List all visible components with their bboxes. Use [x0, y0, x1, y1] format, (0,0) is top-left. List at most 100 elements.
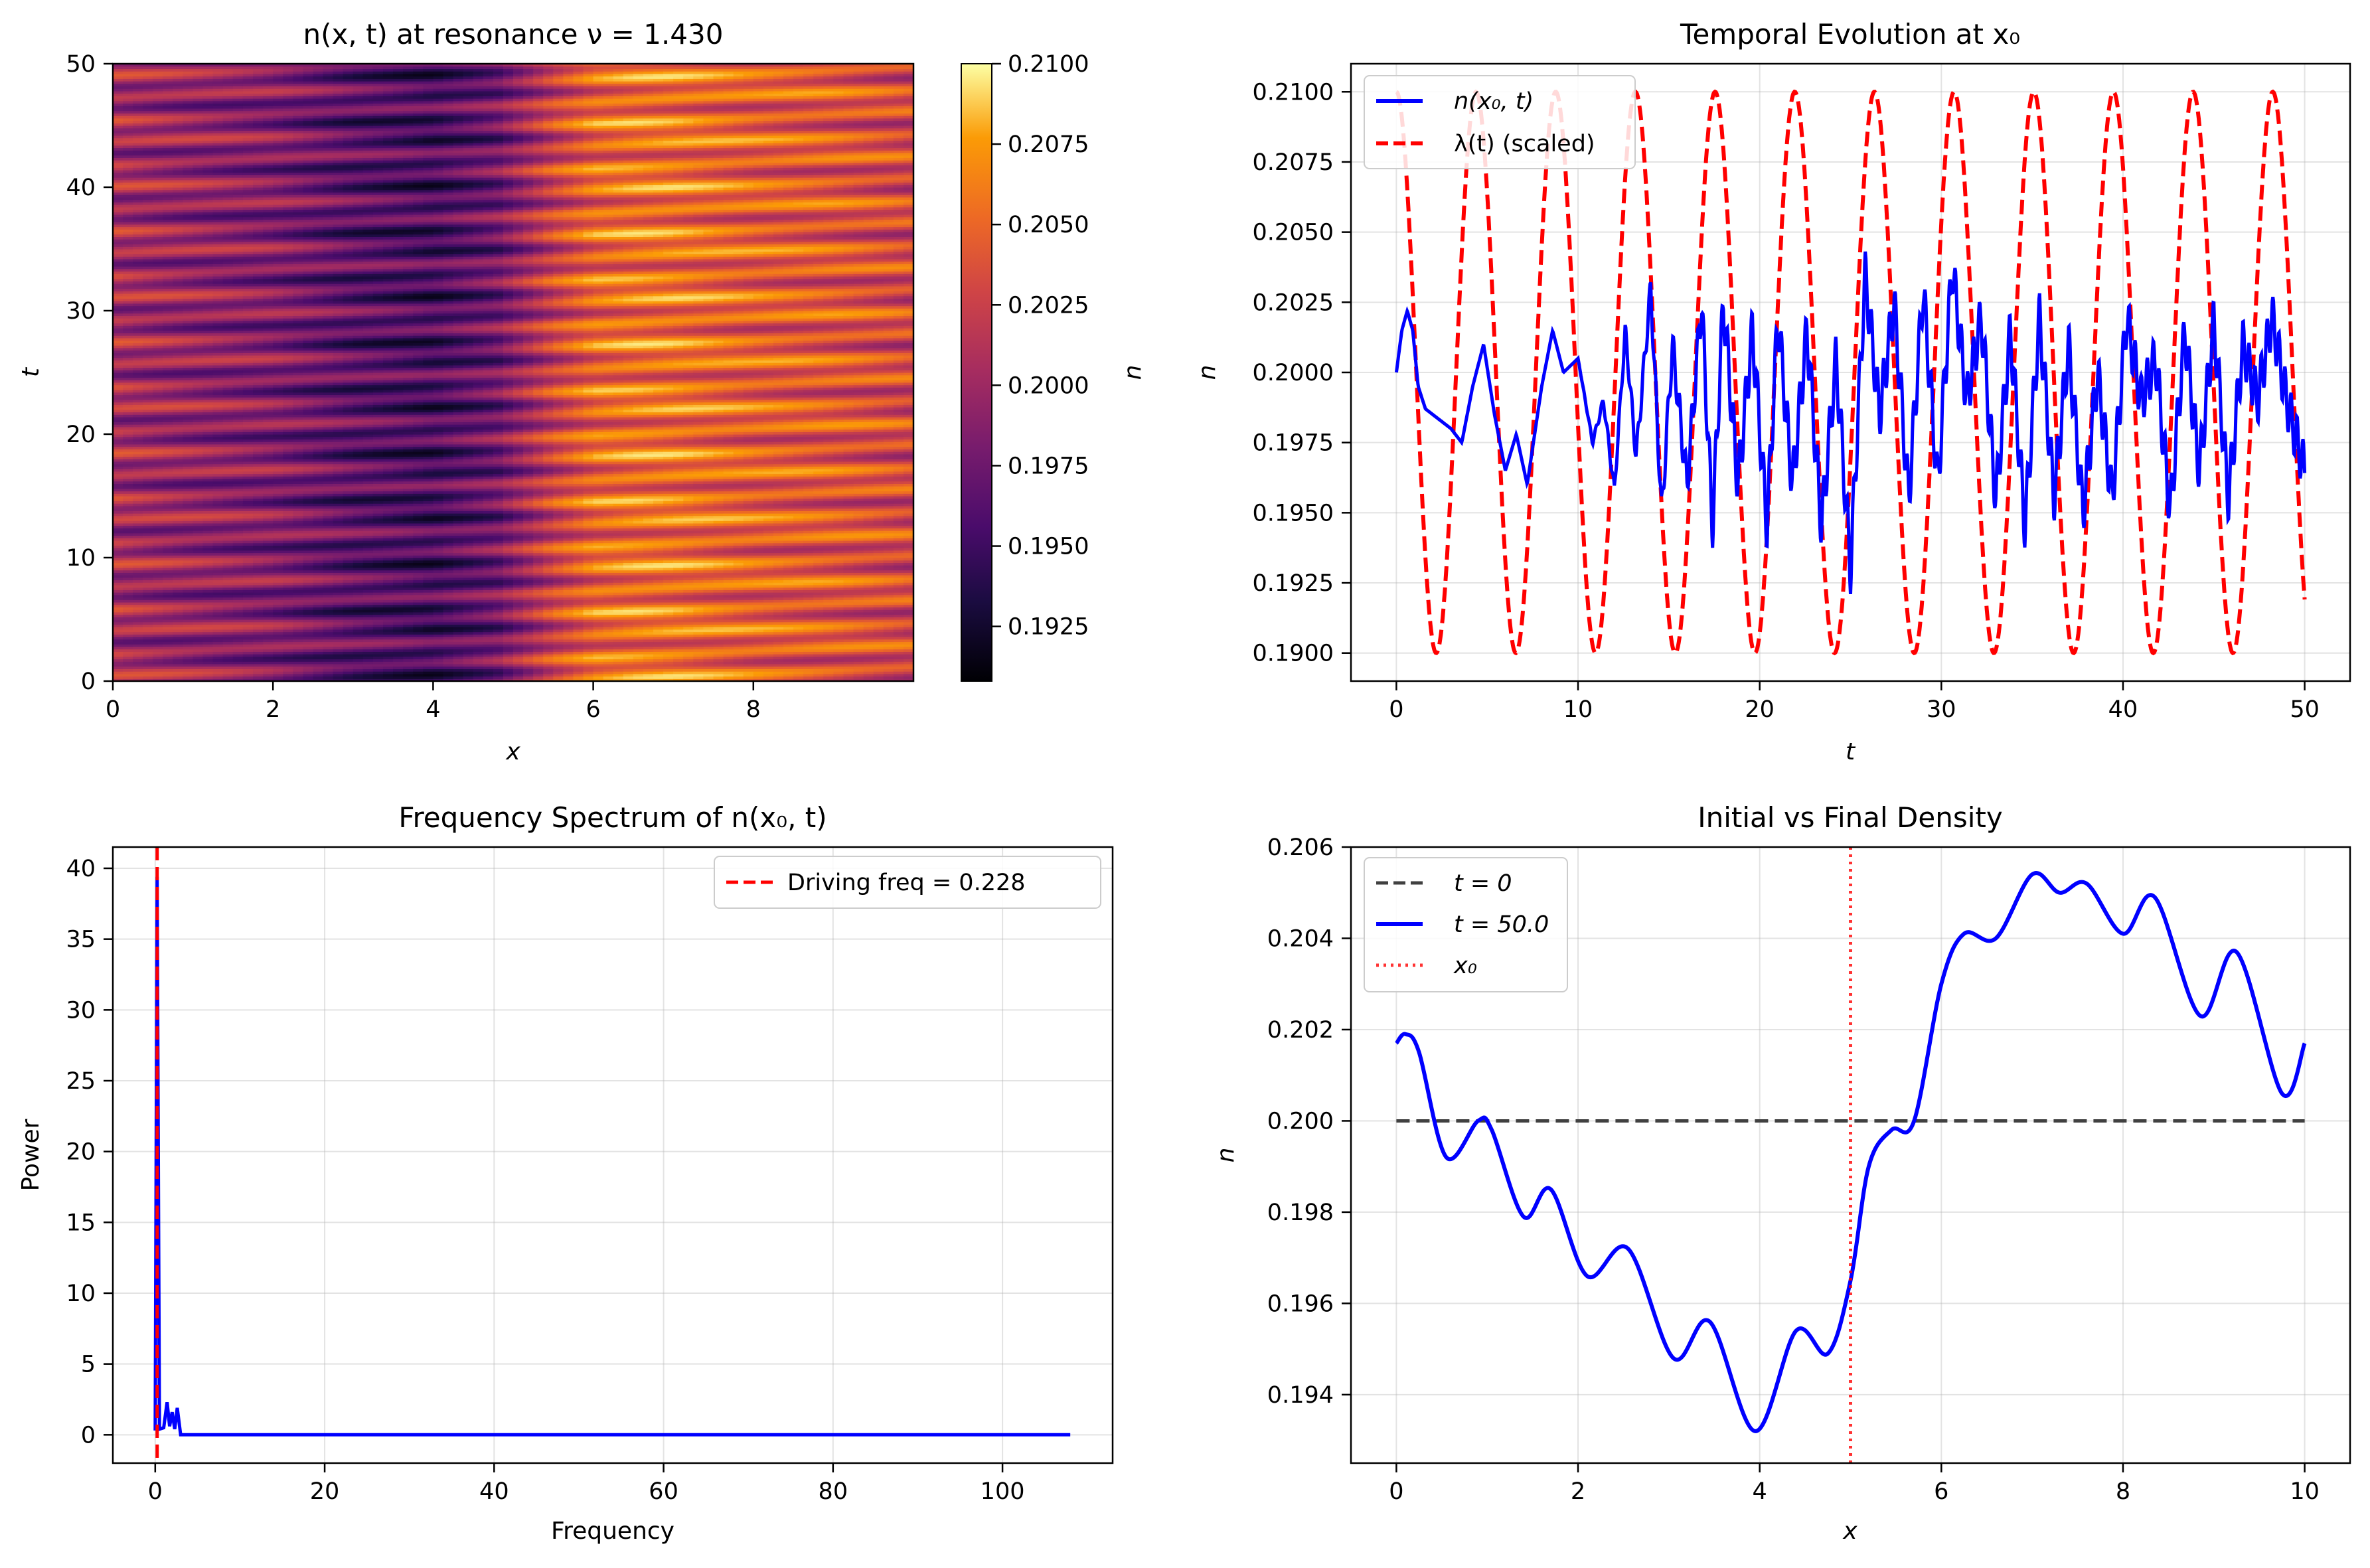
heatmap-cell	[223, 588, 234, 590]
heatmap-cell	[223, 407, 234, 410]
heatmap-cell	[153, 341, 163, 343]
heatmap-cell	[273, 283, 283, 286]
heatmap-cell	[173, 382, 183, 385]
heatmap-cell	[143, 259, 153, 262]
heatmap-cell	[133, 91, 143, 94]
heatmap-cell	[163, 325, 173, 328]
heatmap-cell	[243, 195, 254, 197]
heatmap-cell	[183, 323, 194, 326]
heatmap-cell	[153, 516, 163, 518]
heatmap-cell	[153, 345, 163, 348]
heatmap-cell	[223, 516, 234, 518]
heatmap-cell	[193, 538, 204, 540]
heatmap-cell	[163, 306, 173, 309]
heatmap-cell	[303, 572, 313, 575]
heatmap-cell	[203, 657, 214, 659]
heatmap-cell	[293, 545, 303, 548]
heatmap-cell	[213, 671, 224, 674]
heatmap-cell	[163, 135, 173, 138]
heatmap-cell	[123, 355, 133, 358]
heatmap-cell	[253, 659, 264, 662]
heatmap-cell	[283, 365, 293, 368]
heatmap-cell	[283, 104, 293, 106]
heatmap-cell	[273, 382, 283, 385]
heatmap-cell	[253, 289, 264, 291]
heatmap-cell	[193, 283, 204, 286]
heatmap-cell	[163, 580, 173, 582]
heatmap-cell	[223, 140, 234, 143]
heatmap-cell	[273, 293, 283, 296]
heatmap-cell	[253, 651, 264, 654]
heatmap-cell	[263, 133, 274, 135]
heatmap-cell	[303, 414, 313, 417]
heatmap-cell	[173, 202, 183, 204]
heatmap-cell	[113, 128, 123, 131]
heatmap-cell	[243, 510, 254, 513]
heatmap-cell	[173, 434, 183, 437]
heatmap-cell	[203, 195, 214, 197]
heatmap-cell	[213, 71, 224, 74]
heatmap-cell	[303, 271, 313, 274]
heatmap-cell	[293, 461, 303, 464]
heatmap-cell	[123, 659, 133, 662]
heatmap-cell	[273, 289, 283, 291]
heatmap-cell	[293, 407, 303, 410]
heatmap-cell	[243, 676, 254, 679]
heatmap-cell	[203, 578, 214, 580]
heatmap-cell	[303, 632, 313, 635]
heatmap-cell	[113, 214, 123, 217]
heatmap-cell	[253, 68, 264, 71]
heatmap-cell	[303, 321, 313, 323]
heatmap-cell	[213, 437, 224, 439]
heatmap-cell	[273, 560, 283, 563]
heatmap-cell	[253, 96, 264, 98]
heatmap-cell	[283, 441, 293, 444]
heatmap-cell	[153, 536, 163, 538]
heatmap-cell	[213, 676, 224, 679]
heatmap-cell	[113, 424, 123, 427]
heatmap-cell	[283, 430, 293, 432]
heatmap-cell	[293, 66, 303, 69]
heatmap-cell	[233, 195, 244, 197]
heatmap-cell	[203, 400, 214, 402]
heatmap-cell	[253, 190, 264, 193]
heatmap-cell	[123, 568, 133, 570]
heatmap-cell	[113, 234, 123, 237]
heatmap-cell	[293, 676, 303, 679]
heatmap-cell	[253, 602, 264, 605]
heatmap-cell	[133, 510, 143, 513]
heatmap-cell	[213, 530, 224, 533]
heatmap-cell	[113, 459, 123, 461]
heatmap-cell	[233, 113, 244, 116]
heatmap-cell	[163, 641, 173, 644]
heatmap-cell	[143, 254, 153, 256]
heatmap-cell	[223, 647, 234, 649]
heatmap-cell	[143, 629, 153, 632]
heatmap-cell	[163, 400, 173, 402]
heatmap-cell	[203, 607, 214, 609]
heatmap-cell	[253, 135, 264, 138]
heatmap-cell	[203, 377, 214, 380]
heatmap-cell	[213, 308, 224, 311]
heatmap-cell	[113, 456, 123, 459]
heatmap-cell	[173, 313, 183, 316]
heatmap-cell	[183, 412, 194, 415]
heatmap-cell	[163, 345, 173, 348]
heatmap-cell	[143, 244, 153, 247]
heatmap-cell	[233, 565, 244, 568]
heatmap-cell	[153, 572, 163, 575]
heatmap-cell	[163, 293, 173, 296]
heatmap-cell	[273, 68, 283, 71]
heatmap-cell	[253, 254, 264, 256]
heatmap-cell	[163, 190, 173, 193]
heatmap-cell	[243, 607, 254, 609]
heatmap-cell	[263, 94, 274, 96]
heatmap-cell	[143, 232, 153, 234]
heatmap-cell	[133, 420, 143, 422]
heatmap-cell	[293, 217, 303, 220]
heatmap-cell	[303, 111, 313, 114]
heatmap-cell	[213, 605, 224, 607]
heatmap-cell	[223, 595, 234, 597]
heatmap-cell	[173, 183, 183, 185]
heatmap-cell	[273, 454, 283, 457]
